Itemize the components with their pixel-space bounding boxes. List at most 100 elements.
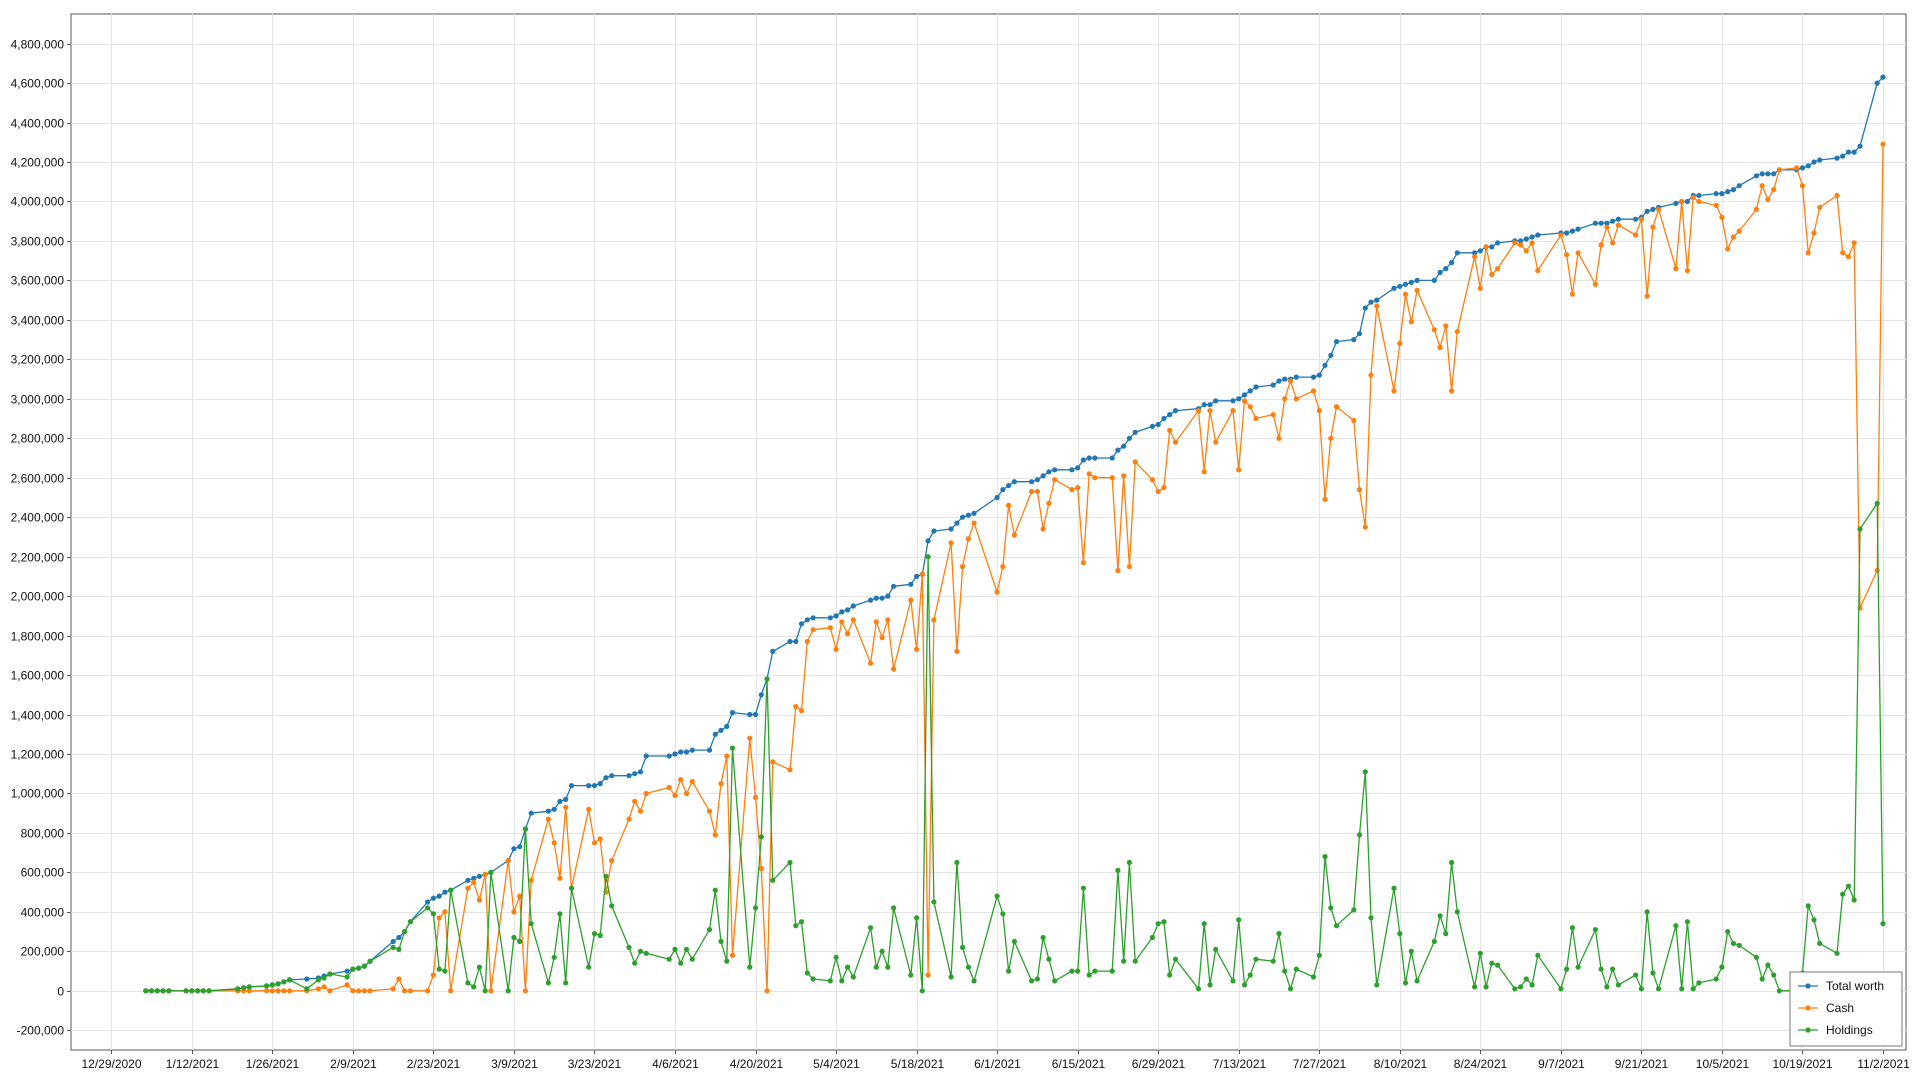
- x-tick-label: 8/24/2021: [1454, 1057, 1508, 1071]
- data-point: [1368, 372, 1374, 378]
- data-point: [1029, 978, 1035, 984]
- data-point: [1575, 226, 1581, 232]
- data-point: [1719, 191, 1725, 197]
- x-tick-label: 4/20/2021: [730, 1057, 784, 1071]
- data-point: [752, 794, 759, 801]
- data-point: [994, 893, 1000, 899]
- data-point: [1771, 187, 1777, 193]
- data-point: [402, 929, 408, 935]
- data-point: [1834, 950, 1840, 956]
- data-point: [356, 988, 362, 994]
- data-point: [925, 538, 931, 544]
- data-point: [448, 887, 454, 893]
- data-point: [770, 759, 776, 765]
- data-point: [1472, 254, 1478, 260]
- data-point: [545, 980, 552, 986]
- data-point: [1569, 291, 1575, 297]
- y-tick-label: 800,000: [21, 827, 65, 841]
- data-point: [1011, 532, 1018, 538]
- data-point: [1535, 267, 1541, 274]
- data-point: [1644, 909, 1650, 915]
- data-point: [752, 905, 759, 911]
- data-point: [545, 816, 552, 822]
- data-point: [1489, 960, 1495, 966]
- data-point: [1523, 248, 1529, 254]
- data-point: [793, 638, 799, 645]
- data-point: [1213, 439, 1219, 445]
- data-point: [1592, 281, 1598, 287]
- data-point: [1673, 923, 1679, 929]
- data-point: [1247, 972, 1253, 978]
- data-point: [246, 988, 252, 994]
- data-point: [281, 988, 287, 994]
- data-point: [804, 970, 810, 976]
- data-point: [965, 964, 972, 970]
- data-point: [1656, 986, 1662, 992]
- data-point: [1230, 398, 1236, 404]
- data-point: [1161, 415, 1167, 422]
- data-point: [1109, 455, 1115, 461]
- data-point: [1449, 388, 1455, 394]
- data-point: [1011, 938, 1018, 945]
- data-point: [873, 595, 879, 601]
- data-point: [971, 978, 977, 984]
- data-point: [1518, 242, 1524, 248]
- data-point: [551, 806, 557, 812]
- data-point: [1006, 483, 1012, 489]
- data-point: [1771, 171, 1777, 177]
- data-point: [1149, 934, 1155, 941]
- data-point: [1673, 266, 1679, 272]
- data-point: [850, 974, 856, 980]
- data-point: [1489, 244, 1495, 250]
- data-point: [1161, 485, 1167, 491]
- data-point: [1874, 567, 1880, 574]
- data-point: [425, 905, 431, 911]
- data-point: [1449, 859, 1455, 866]
- data-point: [356, 965, 362, 971]
- data-point: [919, 988, 925, 994]
- x-tick-label: 7/27/2021: [1293, 1057, 1347, 1071]
- data-point: [914, 915, 920, 921]
- data-point: [1201, 402, 1207, 408]
- data-point: [1495, 240, 1501, 246]
- data-point: [430, 911, 436, 917]
- data-point: [1391, 388, 1397, 394]
- y-tick-label: 4,600,000: [11, 77, 65, 91]
- x-tick-label: 9/21/2021: [1615, 1057, 1669, 1071]
- data-point: [1736, 228, 1742, 234]
- data-point: [833, 646, 839, 653]
- data-point: [1356, 487, 1363, 493]
- data-point: [810, 615, 816, 621]
- data-point: [367, 958, 373, 964]
- data-point: [1322, 362, 1328, 368]
- data-point: [931, 528, 937, 534]
- data-point: [505, 988, 511, 994]
- y-tick-label: 400,000: [21, 906, 65, 920]
- y-tick-label: 3,000,000: [11, 393, 65, 407]
- data-point: [1155, 421, 1161, 428]
- data-point: [931, 899, 937, 905]
- data-point: [747, 711, 753, 718]
- x-tick-label: 5/18/2021: [891, 1057, 945, 1071]
- x-tick-label: 10/19/2021: [1772, 1057, 1832, 1071]
- data-point: [1316, 372, 1322, 378]
- data-point: [1310, 388, 1317, 394]
- data-point: [873, 619, 879, 625]
- data-point: [1713, 191, 1719, 197]
- data-point: [960, 563, 966, 570]
- data-point: [1558, 232, 1564, 238]
- data-point: [1356, 832, 1363, 838]
- series-layer: [143, 74, 1886, 994]
- data-point: [436, 966, 442, 972]
- legend: Total worth Cash Holdings: [1789, 971, 1903, 1047]
- data-point: [148, 988, 155, 994]
- data-point: [925, 554, 931, 560]
- data-point: [1523, 976, 1529, 982]
- data-point: [793, 923, 799, 929]
- data-point: [643, 753, 649, 759]
- data-point: [1558, 986, 1564, 992]
- data-point: [367, 988, 373, 994]
- data-point: [1730, 940, 1736, 947]
- data-point: [563, 796, 569, 803]
- data-point: [488, 869, 494, 876]
